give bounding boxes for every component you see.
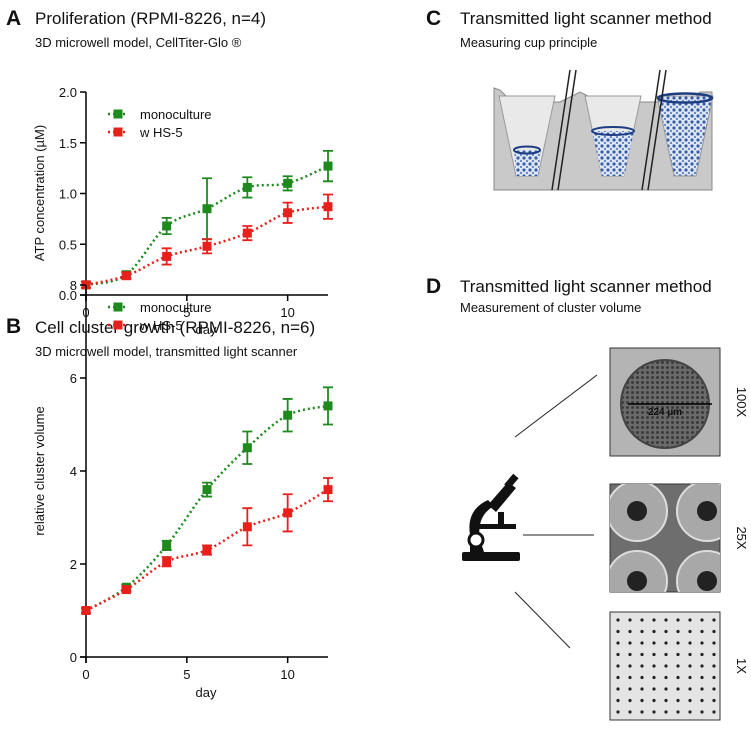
marker [323,161,333,171]
chart-subtitle: 3D microwell model, CellTiter-Glo ® [35,35,242,50]
legend-marker [113,109,123,119]
marker [323,485,333,495]
x-tick-label: 10 [280,305,294,320]
x-tick-label: 5 [183,305,190,320]
marker [283,178,293,188]
marker [121,271,131,281]
marker [283,208,293,218]
x-tick-label: 10 [280,667,294,682]
marker [283,410,293,420]
y-tick-label: 6 [70,371,77,386]
marker [202,545,212,555]
marker [121,585,131,595]
panel-letter: C [426,7,441,30]
scale-label: 224 µm [648,407,682,418]
x-tick-label: 5 [183,667,190,682]
marker [283,508,293,518]
y-tick-label: 8 [70,278,77,293]
panel-title: Transmitted light scanner method [460,277,712,296]
magnification-label: 1X [734,658,749,674]
chart-title: Proliferation (RPMI-8226, n=4) [35,9,266,28]
y-tick-label: 0 [70,650,77,665]
image-100x: 224 µm [609,347,721,457]
panel-letter: A [6,7,21,30]
legend-marker [113,320,123,330]
y-tick-label: 2.0 [59,85,77,100]
legend-label: w HS-5 [139,125,183,140]
x-axis-label: day [196,322,217,337]
marker [242,228,252,238]
panel-subtitle: Measurement of cluster volume [460,300,641,315]
series-line [85,404,329,612]
marker [323,202,333,212]
y-axis-label: ATP concentration (µM) [32,125,47,261]
y-tick-label: 4 [70,464,77,479]
legend-label: w HS-5 [139,318,183,333]
connector [514,591,571,649]
x-tick-label: 0 [82,667,89,682]
x-axis-label: day [196,685,217,700]
y-tick-label: 1.5 [59,136,77,151]
marker [81,606,91,615]
legend-label: monoculture [140,107,212,122]
chart-title: Cell cluster growth (RPMI-8226, n=6) [35,318,315,337]
legend-marker [113,127,123,137]
y-tick-label: 2 [70,557,77,572]
panel-letter: D [426,275,441,298]
magnification-label: 100X [734,387,749,418]
microscope-icon [462,473,520,561]
panel-subtitle: Measuring cup principle [460,35,597,50]
marker [162,221,172,231]
legend-marker [113,302,123,312]
legend-label: monoculture [140,300,212,315]
chart-subtitle: 3D microwell model, transmitted light sc… [35,344,298,359]
marker [202,241,212,251]
marker [202,204,212,214]
y-axis-label: relative cluster volume [32,406,47,535]
y-tick-label: 0.0 [59,288,77,303]
image-25x [609,483,721,593]
marker [202,485,212,495]
marker [242,443,252,453]
marker [162,540,172,550]
marker [162,557,172,567]
y-tick-label: 1.0 [59,187,77,202]
measuring-cup-diagram [493,69,714,191]
connector [514,374,598,438]
marker [242,182,252,192]
marker [162,251,172,261]
magnification-label: 25X [734,526,749,549]
marker [242,522,252,532]
panel-letter: B [6,315,21,338]
y-tick-label: 0.5 [59,237,77,252]
panel-title: Transmitted light scanner method [460,9,712,28]
image-1x [609,611,721,721]
marker [323,401,333,411]
